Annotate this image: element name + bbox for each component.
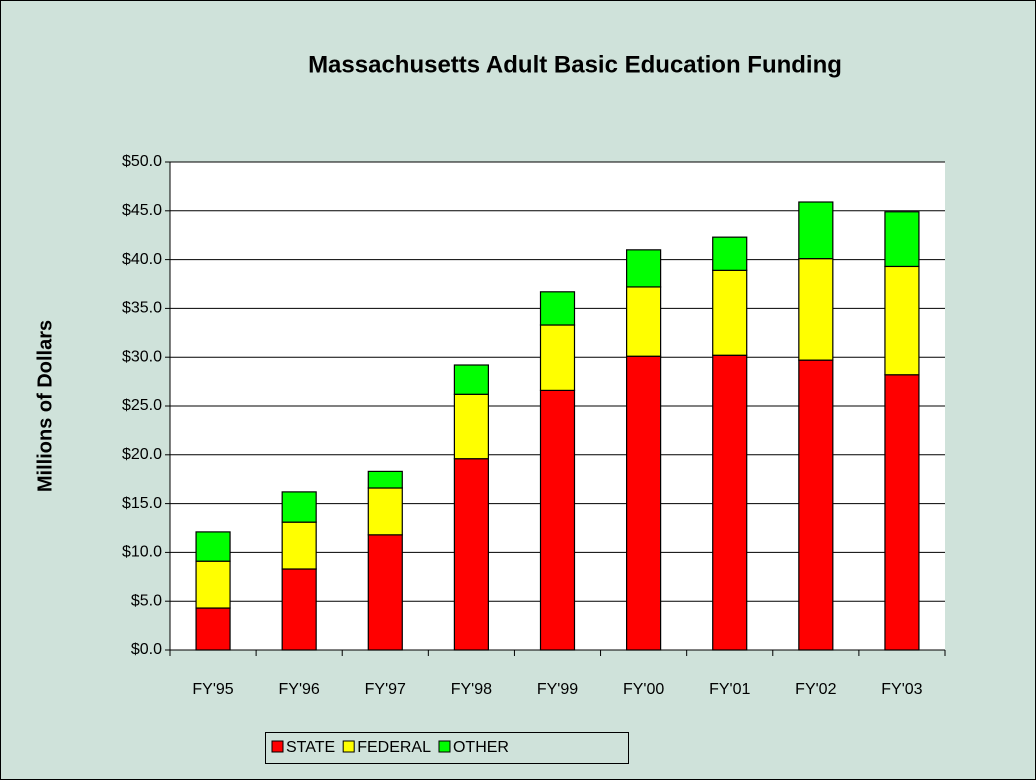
- legend-swatch: [271, 740, 284, 753]
- y-tick-label: $5.0: [131, 592, 162, 609]
- y-tick-label: $40.0: [122, 251, 162, 268]
- bar-segment: [281, 521, 317, 570]
- bar-segment: [712, 354, 748, 651]
- bar-segment: [884, 211, 920, 268]
- bar-segment: [195, 531, 231, 562]
- bar-segment: [712, 269, 748, 356]
- bar-segment: [626, 286, 662, 357]
- bar-segment: [281, 491, 317, 523]
- bar-segment: [884, 374, 920, 651]
- bar-segment: [798, 201, 834, 260]
- x-tick-label: FY'03: [881, 681, 922, 698]
- bar-segment: [539, 291, 576, 326]
- bar-segment: [453, 393, 489, 460]
- bar-segment: [367, 487, 403, 536]
- bar-segment: [281, 568, 317, 651]
- y-axis-label: Millions of Dollars: [34, 320, 56, 492]
- y-tick-label: $20.0: [122, 446, 162, 463]
- bar-segment: [539, 324, 576, 391]
- y-tick-label: $30.0: [122, 348, 162, 365]
- y-tick-label: $50.0: [122, 153, 162, 170]
- x-tick-label: FY'98: [451, 681, 492, 698]
- legend-label: FEDERAL: [357, 739, 431, 756]
- bar-segment: [195, 560, 231, 609]
- y-tick-label: $10.0: [122, 544, 162, 561]
- bar-segment: [712, 236, 748, 271]
- bar-segment: [798, 258, 834, 361]
- bar-segment: [453, 458, 489, 651]
- y-tick-label: $0.0: [131, 641, 162, 658]
- bar-segment: [798, 359, 834, 651]
- x-tick-label: FY'97: [365, 681, 406, 698]
- y-tick-label: $35.0: [122, 300, 162, 317]
- bar-segment: [626, 355, 662, 651]
- x-tick-label: FY'96: [279, 681, 320, 698]
- x-tick-label: FY'95: [192, 681, 233, 698]
- y-tick-label: $15.0: [122, 495, 162, 512]
- legend-box: [265, 732, 629, 764]
- bar-segment: [884, 265, 920, 376]
- x-tick-label: FY'99: [537, 681, 578, 698]
- x-tick-label: FY'00: [623, 681, 664, 698]
- legend-label: STATE: [286, 739, 335, 756]
- x-tick-label: FY'02: [795, 681, 836, 698]
- bar-segment: [195, 607, 231, 651]
- legend-swatch: [342, 740, 355, 753]
- bar-segment: [453, 364, 489, 395]
- bar-segment: [539, 389, 576, 651]
- legend-swatch: [438, 740, 451, 753]
- y-tick-label: $45.0: [122, 202, 162, 219]
- bar-segment: [367, 534, 403, 651]
- chart-title: Massachusetts Adult Basic Education Fund…: [308, 51, 842, 78]
- bar-segment: [626, 249, 662, 288]
- bar-segment: [367, 470, 403, 489]
- y-tick-label: $25.0: [122, 397, 162, 414]
- x-tick-label: FY'01: [709, 681, 750, 698]
- legend-label: OTHER: [453, 739, 509, 756]
